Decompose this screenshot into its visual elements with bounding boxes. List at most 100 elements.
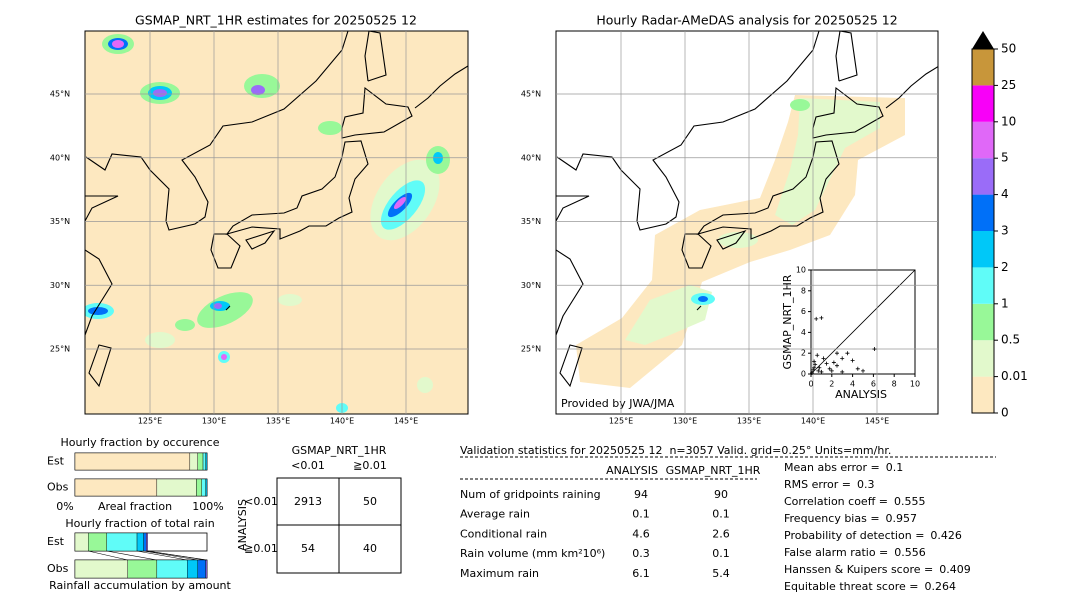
scatter-point — [824, 361, 829, 366]
score-label: RMS error = — [784, 478, 851, 491]
axis-label: 0% — [56, 500, 73, 513]
lon-label: 140°E — [330, 417, 354, 426]
score-value: 0.556 — [894, 546, 926, 559]
x-tick-label: 8 — [892, 380, 897, 389]
colorbar-label: 5 — [1001, 151, 1009, 165]
x-tick-label: 2 — [829, 380, 834, 389]
credit: Provided by JWA/JMA — [561, 397, 675, 410]
scatter-point — [855, 366, 860, 371]
connector — [147, 550, 208, 561]
bar-segment — [197, 452, 204, 471]
bar-segment — [74, 559, 128, 579]
row-label: <0.01 — [244, 495, 278, 508]
colorbar-label: 1 — [1001, 296, 1009, 310]
stats-header: Validation statistics for 20250525 12 n=… — [460, 444, 891, 457]
scatter-point — [840, 369, 845, 374]
stat-value: 0.1 — [712, 547, 730, 560]
panel-footer: Rainfall accumulation by amount — [49, 579, 231, 592]
bar-segment — [205, 452, 208, 471]
x-tick-label: 10 — [910, 380, 920, 389]
y-tick-label: 8 — [801, 286, 806, 295]
score-label: Frequency bias = — [784, 512, 880, 525]
bar-segment — [156, 559, 188, 579]
table-cell: 50 — [363, 495, 377, 508]
stat-label: Average rain — [460, 508, 530, 521]
colorbar-label: 50 — [1001, 42, 1016, 56]
map-left — [85, 31, 468, 414]
connector — [143, 550, 198, 561]
stat-value: 5.4 — [712, 567, 730, 580]
one-to-one-line — [810, 269, 916, 375]
lat-label: 25°N — [50, 345, 70, 354]
scatter-point — [835, 363, 839, 368]
scatter-point — [811, 367, 816, 372]
lat-label: 30°N — [50, 281, 70, 290]
score-label: Probability of detection = — [784, 529, 924, 542]
scatter-point — [831, 360, 836, 365]
scatter-point — [819, 369, 824, 374]
score-value: 0.1 — [886, 461, 904, 474]
scatter-point — [813, 362, 818, 367]
lon-label: 130°E — [202, 417, 226, 426]
bar-segment — [127, 559, 158, 579]
bar-segment — [143, 532, 147, 552]
row-title: ANALYSIS — [236, 499, 249, 551]
stat-value: 4.6 — [632, 527, 650, 540]
rain-field — [576, 95, 905, 388]
lat-label: 45°N — [50, 90, 70, 99]
lon-label: 135°E — [266, 417, 290, 426]
scatter-point — [829, 368, 834, 373]
x-tick-label: 0 — [808, 380, 813, 389]
bar-segment — [205, 559, 208, 579]
scatter-point — [810, 370, 815, 375]
scatter-point — [835, 351, 839, 356]
lat-label: 35°N — [521, 217, 541, 226]
score-label: False alarm ratio = — [784, 546, 888, 559]
table-cell: 2913 — [294, 495, 322, 508]
scatter-point — [845, 351, 850, 356]
connector — [106, 550, 157, 561]
col-label: ≧0.01 — [353, 459, 387, 472]
table-cell: 54 — [301, 542, 315, 555]
bar-segment — [87, 532, 107, 552]
colorbar-label: 0.01 — [1001, 369, 1028, 383]
stat-label: Rain volume (mm km²10⁶) — [460, 547, 605, 560]
lat-label: 30°N — [521, 281, 541, 290]
y-axis-label: GSMAP_NRT_1HR — [781, 274, 794, 369]
colorbar-extend — [972, 31, 994, 49]
y-tick-label: 2 — [801, 349, 806, 358]
stat-value: 2.6 — [712, 527, 730, 540]
scatter-point — [827, 366, 832, 371]
scatter-point — [850, 358, 855, 363]
scatter-point — [872, 347, 877, 352]
colorbar-label: 0.5 — [1001, 333, 1020, 347]
scatter-point — [816, 368, 821, 373]
bar-segment — [74, 452, 191, 471]
map-title: GSMAP_NRT_1HR estimates for 20250525 12 — [135, 13, 417, 28]
colorbar-swatch — [972, 267, 994, 304]
score-value: 0.426 — [930, 529, 962, 542]
scatter-point — [812, 359, 817, 364]
colorbar-swatch — [972, 340, 994, 377]
stat-label: Conditional rain — [460, 527, 547, 540]
colorbar-swatch — [972, 231, 994, 268]
bar-segment — [197, 559, 206, 579]
colorbar-swatch — [972, 49, 994, 86]
column-header: GSMAP_NRT_1HR — [666, 464, 761, 477]
scatter-point — [814, 316, 819, 321]
lon-label: 125°E — [609, 417, 633, 426]
lon-label: 125°E — [138, 417, 162, 426]
stat-value: 0.3 — [632, 547, 650, 560]
rain-field — [85, 34, 450, 413]
colorbar-swatch — [972, 303, 994, 341]
colorbar-label: 25 — [1001, 78, 1016, 92]
colorbar-label: 4 — [1001, 187, 1009, 201]
map-title: Hourly Radar-AMeDAS analysis for 2025052… — [596, 13, 897, 28]
bar-segment — [201, 478, 206, 497]
score-value: 0.3 — [857, 478, 875, 491]
y-tick-label: 6 — [801, 307, 806, 316]
axis-label: 100% — [192, 500, 223, 513]
panel-title: Hourly fraction of total rain — [65, 517, 214, 530]
row-label: Est — [47, 455, 65, 468]
